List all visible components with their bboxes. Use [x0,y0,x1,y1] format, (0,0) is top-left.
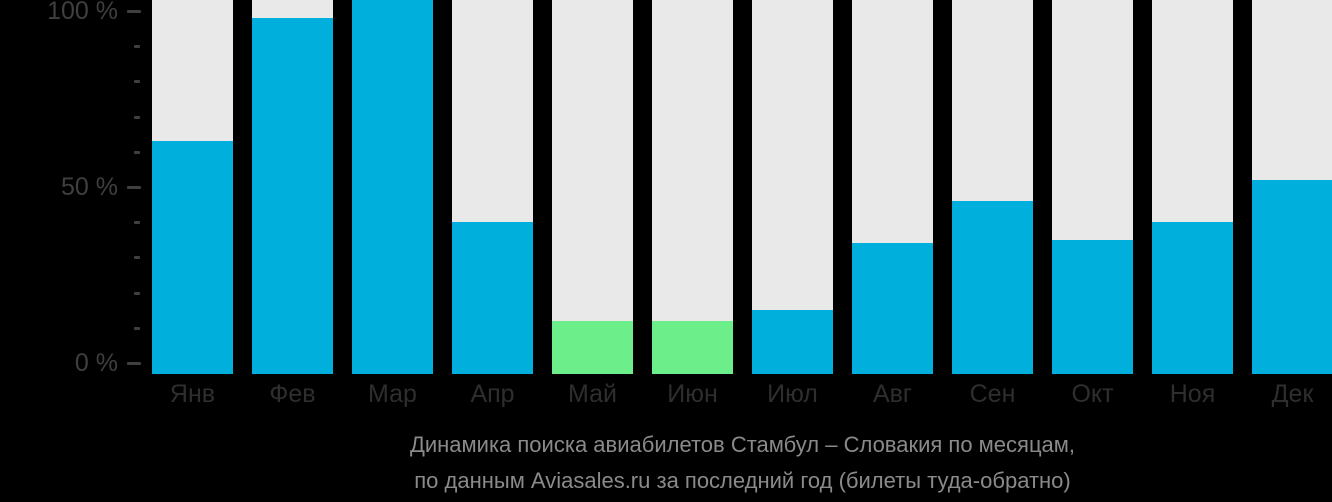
y-axis-minor-tick-mark [134,256,140,260]
y-axis-minor-tick-mark [134,115,140,119]
y-axis-tick-label: 100 % [47,0,118,25]
y-axis-minor-tick-mark [134,291,140,295]
bar-fill-Июл [752,310,833,374]
bar-fill-Апр [452,222,533,374]
bar-fill-Ноя [1152,222,1233,374]
y-axis-tick-label: 50 % [61,173,118,201]
x-axis-month-label: Июл [767,380,818,408]
bar-fill-Мар [352,0,433,374]
x-axis-month-label: Фев [269,380,316,408]
y-axis-minor-tick-mark [134,150,140,154]
x-axis-month-label: Ноя [1169,380,1216,408]
x-axis-month-label: Дек [1271,380,1314,408]
bar-fill-Фев [252,18,333,374]
x-axis-month-label: Май [568,380,617,408]
bar-fill-Окт [1052,240,1133,374]
y-axis-minor-tick-mark [134,45,140,49]
bar-fill-Май [552,321,633,374]
y-axis-minor-tick-mark [134,80,140,84]
x-axis-month-label: Янв [169,380,216,408]
y-axis-tick-label: 0 % [74,349,118,377]
x-axis-month-label: Окт [1071,380,1114,408]
bar-fill-Дек [1252,180,1332,374]
bar-background [552,0,633,374]
bar-background [652,0,733,374]
chart-title-line-2: по данным Aviasales.ru за последний год … [414,468,1071,493]
x-axis-month-label: Апр [470,380,515,408]
x-axis-month-label: Мар [368,380,417,408]
y-axis-minor-tick-mark [134,221,140,225]
bar-fill-Авг [852,243,933,374]
x-axis-month-label: Сен [969,380,1016,408]
chart-title-line-1: Динамика поиска авиабилетов Стамбул – Сл… [409,432,1076,457]
x-axis-month-label: Июн [667,380,718,408]
y-axis-tick-mark [127,186,141,189]
bar-fill-Янв [152,141,233,374]
bar-fill-Сен [952,201,1033,374]
bar-fill-Июн [652,321,733,374]
y-axis-tick-mark [127,10,141,13]
y-axis-tick-mark [127,362,141,365]
y-axis-minor-tick-mark [134,326,140,330]
x-axis-month-label: Авг [872,380,913,408]
